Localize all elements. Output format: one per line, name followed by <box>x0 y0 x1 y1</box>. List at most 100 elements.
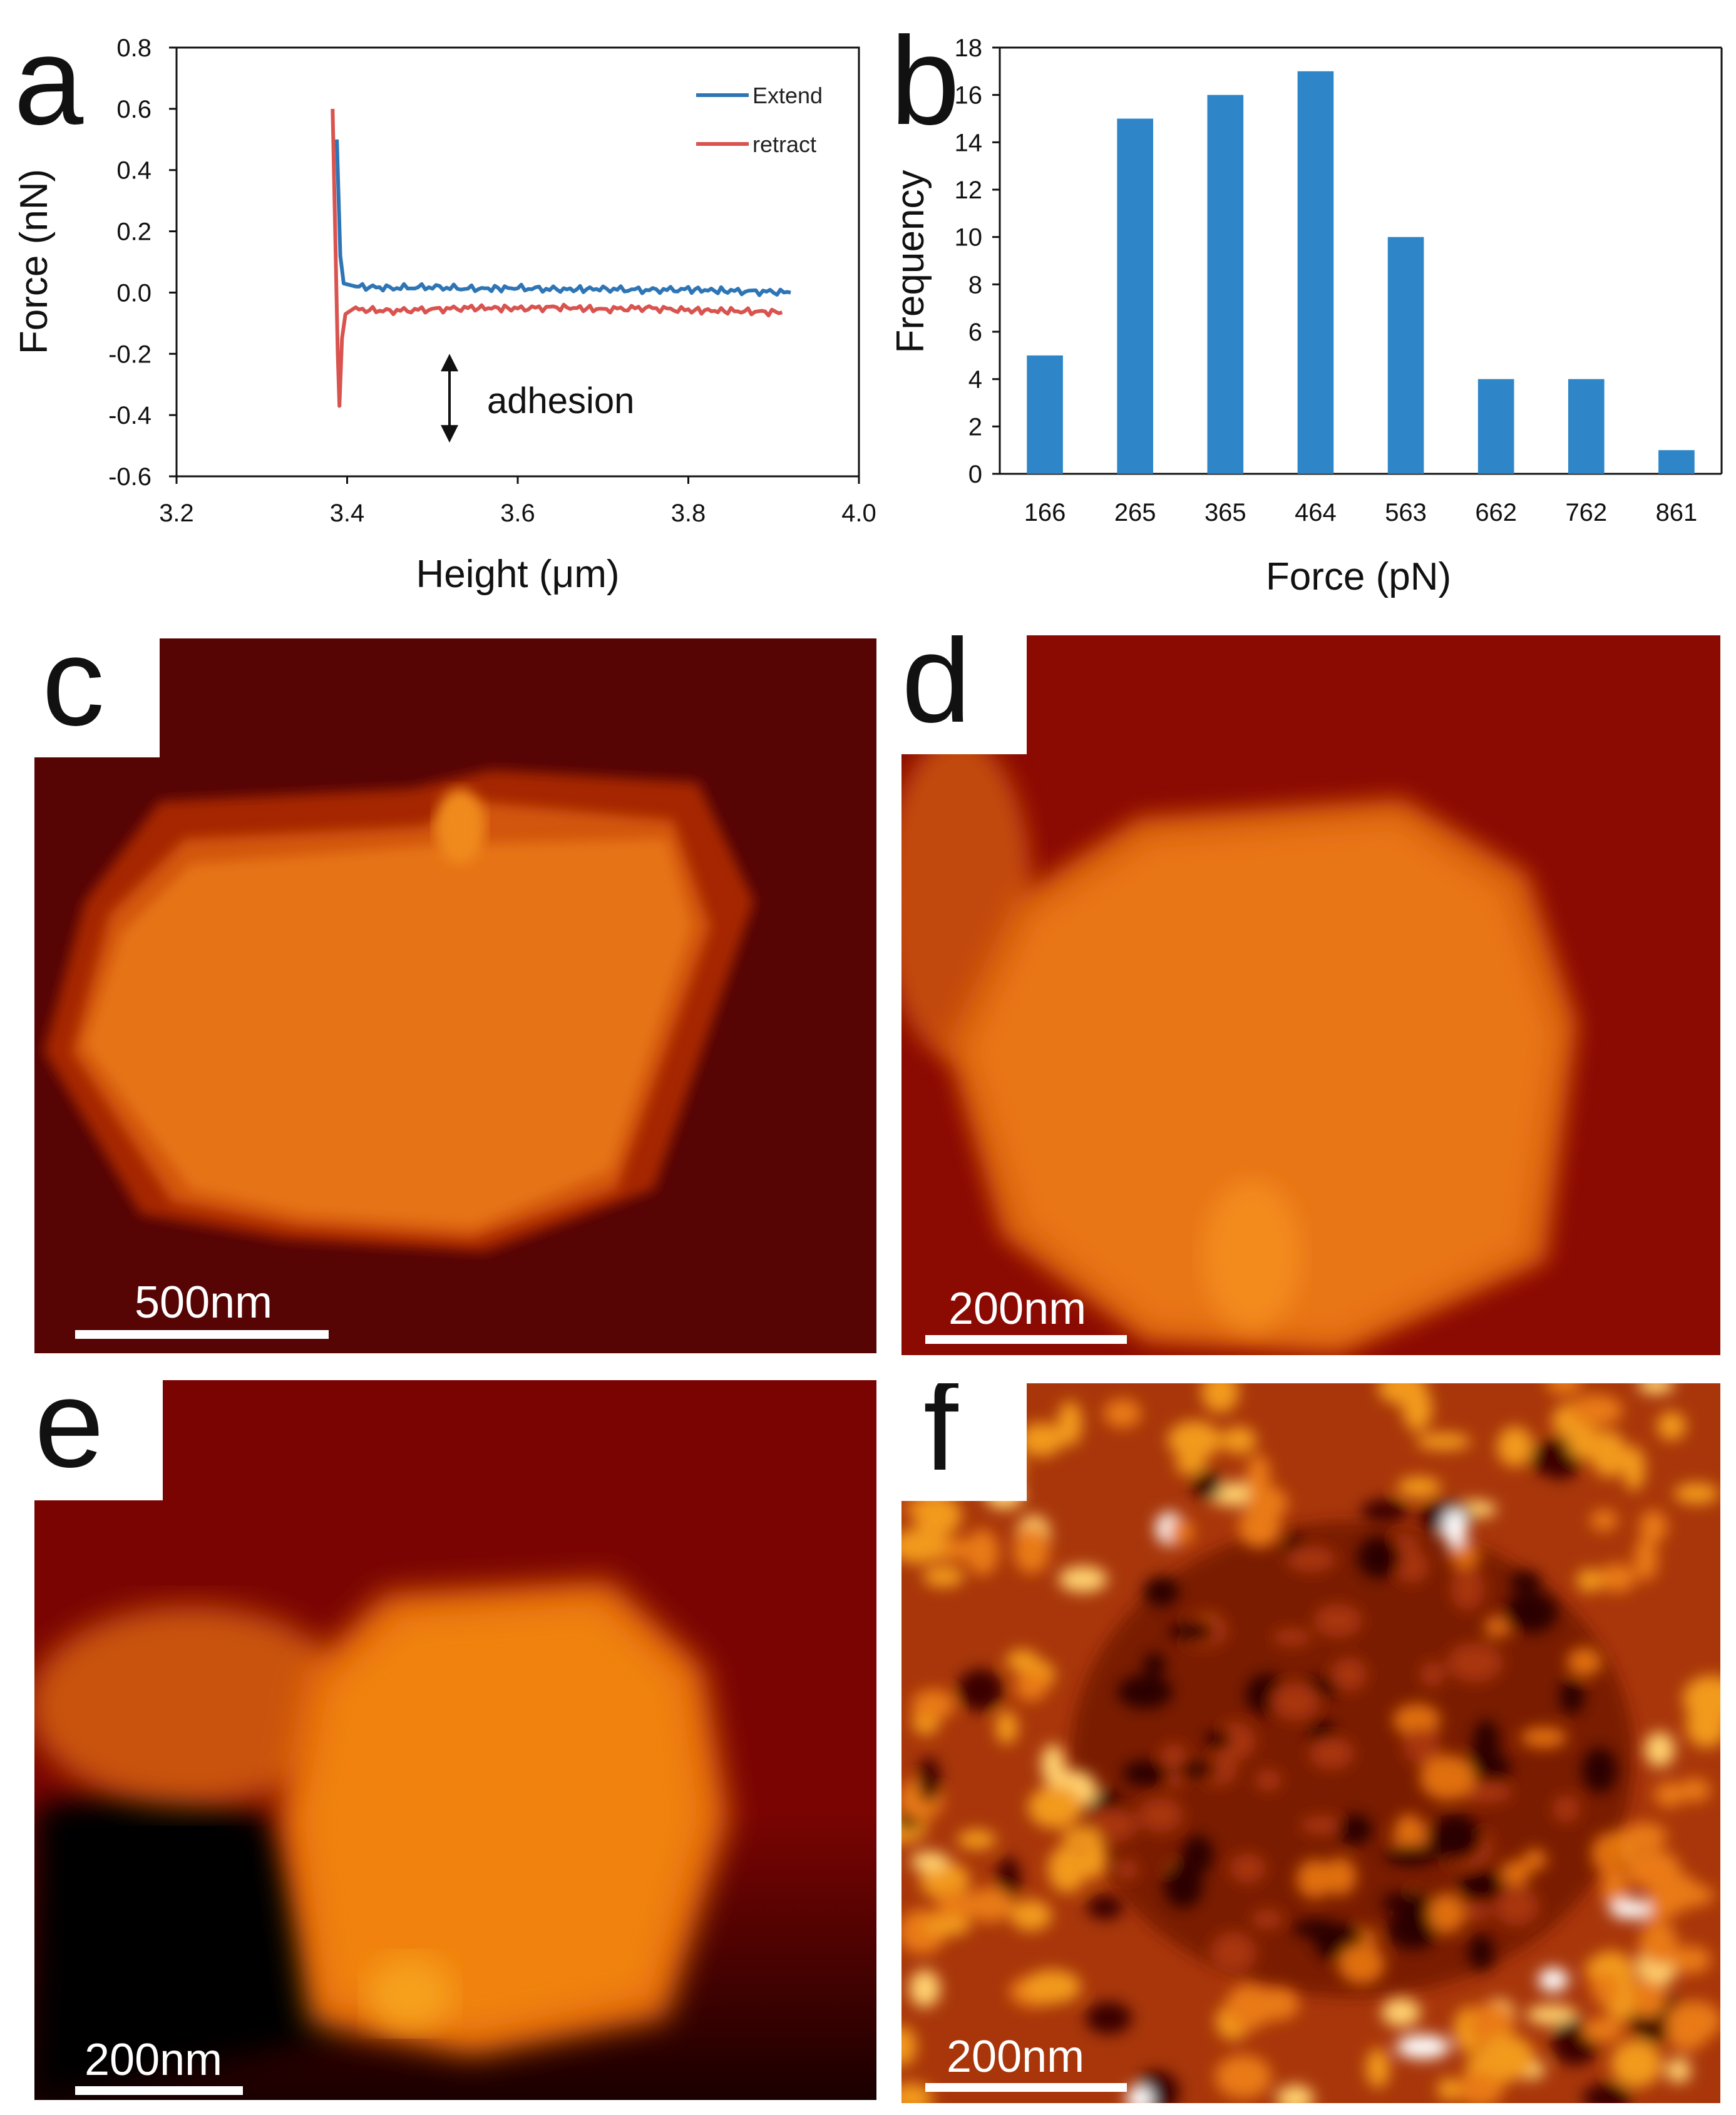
x-tick-label: 3.8 <box>671 499 706 527</box>
x-tick-label: 464 <box>1295 499 1337 526</box>
surface-grain <box>1686 1705 1720 1748</box>
surface-grain <box>1251 1909 1283 1929</box>
surface-grain <box>1485 1619 1507 1637</box>
afm-image-f: f 200nm <box>901 1383 1720 2103</box>
surface-grain <box>1048 1845 1087 1893</box>
surface-grain <box>1382 1998 1420 2027</box>
surface-grain <box>1457 2072 1503 2103</box>
legend-label-extend: Extend <box>752 83 823 108</box>
surface-grain <box>1086 2002 1132 2034</box>
surface-grain <box>1623 1446 1645 1491</box>
afm-topography-f <box>901 1383 1720 2103</box>
surface-grain <box>1521 1727 1567 1748</box>
surface-grain <box>1592 1974 1618 2006</box>
y-tick-label: -0.2 <box>108 341 152 368</box>
y-tick-label: 0.8 <box>116 34 152 62</box>
afm-image-e: e 200nm <box>34 1380 876 2100</box>
adhesion-arrowhead-up <box>441 354 458 372</box>
y-tick-label: 18 <box>955 34 983 62</box>
surface-grain <box>1582 1747 1617 1793</box>
surface-grain <box>957 1830 996 1850</box>
surface-grain <box>1297 1860 1333 1898</box>
bar-166 <box>1027 355 1063 474</box>
surface-grain <box>1447 1642 1503 1682</box>
surface-grain <box>1384 1845 1439 1865</box>
surface-grain <box>1024 1970 1081 2004</box>
surface-grain <box>1206 1729 1231 1749</box>
surface-grain <box>1226 1984 1273 2029</box>
surface-grain <box>1168 1518 1194 1545</box>
surface-grain <box>1357 1536 1401 1579</box>
surface-grain <box>1246 1454 1270 1499</box>
surface-grain <box>901 1529 947 1564</box>
surface-grain <box>1010 1900 1052 1931</box>
surface-grain <box>1674 1483 1719 1504</box>
surface-grain <box>1337 1814 1372 1845</box>
surface-grain <box>1479 2035 1535 2080</box>
surface-grain <box>1666 2058 1691 2083</box>
surface-grain <box>1443 1508 1467 1547</box>
surface-grain <box>1611 2040 1662 2087</box>
surface-grain <box>1621 1823 1667 1850</box>
x-axis-label: Force (pN) <box>1266 555 1451 598</box>
y-tick-label: 12 <box>955 177 983 204</box>
label-box-e <box>34 1380 163 1500</box>
surface-grain <box>1271 1682 1320 1721</box>
surface-grain <box>1538 1968 1568 1992</box>
x-tick-label: 662 <box>1475 499 1517 526</box>
surface-grain <box>923 1566 964 1587</box>
surface-grain <box>1393 1704 1441 1736</box>
surface-grain <box>1667 2016 1707 2051</box>
surface-grain <box>1610 1900 1651 1918</box>
surface-grain <box>1583 2083 1631 2103</box>
bar-265 <box>1117 118 1154 474</box>
surface-grain <box>1300 1816 1346 1835</box>
y-tick-label: 0.0 <box>116 279 152 307</box>
surface-grain <box>1449 1540 1480 1569</box>
y-tick-label: 14 <box>955 129 983 156</box>
surface-grain <box>1126 2086 1153 2103</box>
legend-label-retract: retract <box>752 131 816 157</box>
bar-464 <box>1297 71 1334 474</box>
surface-grain <box>1387 1905 1439 1950</box>
surface-grain <box>1570 1395 1623 1426</box>
force-curve-chart: -0.6 -0.4 -0.2 0.0 0.2 0.4 0.6 0.8 3.2 3.4 3.6 3.8… <box>13 34 876 596</box>
surface-grain <box>1397 1477 1441 1498</box>
surface-grain <box>1201 1383 1239 1413</box>
surface-grain <box>1657 1411 1686 1440</box>
surface-grain <box>1381 1892 1435 1914</box>
surface-grain <box>1361 1499 1409 1523</box>
scalebar-d <box>925 1335 1127 1344</box>
surface-grain <box>1648 1873 1700 1912</box>
series-line-retract <box>331 108 783 408</box>
surface-grain <box>1591 1431 1627 1477</box>
surface-grain <box>1420 1755 1475 1800</box>
surface-grain <box>966 1529 999 1575</box>
surface-grain <box>1402 1385 1432 1431</box>
surface-grain <box>1182 1835 1213 1874</box>
surface-grain <box>1255 1769 1281 1791</box>
surface-grain <box>1427 1814 1482 1862</box>
surface-grain <box>1497 1426 1533 1467</box>
force-histogram-chart: 0 2 4 6 8 10 12 14 16 18 166 265 365 464 563 662 762 861… <box>889 34 1723 598</box>
surface-grain <box>1559 1678 1584 1714</box>
surface-grain <box>1331 1657 1367 1691</box>
surface-grain <box>1169 1621 1214 1642</box>
panel-label-e: e <box>34 1380 105 1493</box>
surface-grain <box>957 1669 1004 1711</box>
surface-grain <box>1494 1887 1539 1926</box>
x-tick-label: 861 <box>1656 499 1698 526</box>
x-tick-label: 265 <box>1114 499 1156 526</box>
surface-grain <box>1015 1671 1047 1701</box>
adhesion-arrowhead-down <box>441 425 458 443</box>
surface-grain <box>1059 1566 1107 1592</box>
surface-grain <box>1576 1569 1603 1592</box>
y-tick-label: 0.6 <box>116 96 152 123</box>
scalebar-label-e: 200nm <box>85 2035 223 2085</box>
y-tick-label: 0.4 <box>116 157 152 185</box>
y-tick-label: 0.2 <box>116 218 152 246</box>
surface-grain <box>1323 1858 1357 1895</box>
surface-grain <box>1221 1426 1256 1454</box>
surface-grain <box>1546 1383 1582 1395</box>
surface-grain <box>1313 1604 1362 1637</box>
